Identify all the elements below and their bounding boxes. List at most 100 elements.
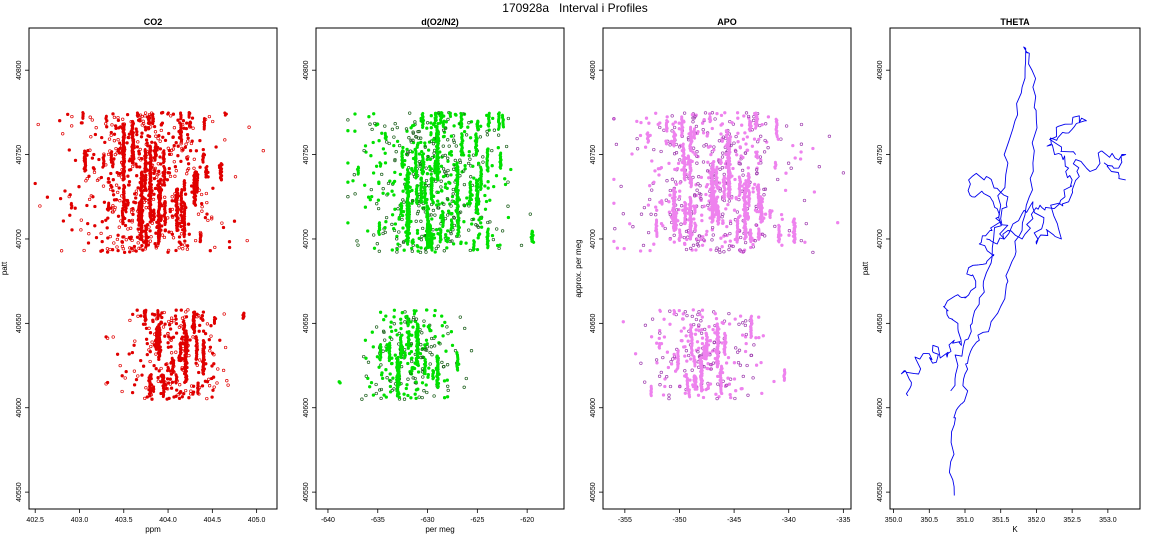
data-point bbox=[222, 312, 226, 316]
data-point bbox=[720, 139, 724, 143]
data-point bbox=[463, 167, 467, 171]
data-point bbox=[664, 142, 669, 146]
data-point bbox=[92, 170, 97, 175]
data-point bbox=[207, 114, 212, 119]
data-point bbox=[723, 233, 727, 237]
data-point bbox=[153, 186, 158, 191]
data-point bbox=[400, 311, 404, 315]
data-point bbox=[107, 180, 111, 184]
x-tick-label: -345 bbox=[727, 517, 741, 524]
data-point bbox=[664, 198, 668, 202]
data-point bbox=[127, 168, 132, 172]
data-point bbox=[162, 235, 167, 240]
data-point bbox=[210, 215, 214, 219]
data-point bbox=[500, 229, 505, 233]
data-point bbox=[395, 247, 399, 252]
data-point bbox=[363, 144, 368, 148]
data-point bbox=[167, 396, 171, 401]
data-point bbox=[799, 238, 803, 243]
data-point bbox=[774, 117, 778, 121]
data-point bbox=[452, 124, 456, 128]
data-point bbox=[174, 331, 179, 335]
data-point bbox=[198, 323, 202, 328]
data-point bbox=[451, 242, 456, 246]
data-point bbox=[153, 130, 158, 134]
data-point bbox=[694, 204, 698, 208]
data-point bbox=[346, 221, 350, 225]
data-point bbox=[362, 354, 366, 359]
data-point bbox=[99, 175, 104, 180]
data-point bbox=[725, 224, 729, 229]
data-point bbox=[159, 380, 163, 384]
data-point bbox=[395, 250, 399, 254]
data-point bbox=[170, 214, 174, 218]
data-point bbox=[670, 177, 675, 181]
data-point bbox=[405, 383, 409, 387]
data-point bbox=[468, 157, 472, 161]
data-point bbox=[779, 137, 783, 141]
data-point bbox=[449, 204, 453, 208]
data-point bbox=[402, 200, 406, 204]
data-point bbox=[391, 181, 395, 185]
data-point bbox=[708, 112, 712, 116]
data-point bbox=[446, 384, 450, 388]
data-point bbox=[186, 155, 190, 159]
data-point bbox=[392, 322, 396, 326]
data-point bbox=[720, 155, 725, 159]
data-point bbox=[722, 172, 726, 177]
data-point bbox=[411, 130, 415, 134]
data-point bbox=[430, 155, 434, 160]
data-point bbox=[631, 225, 635, 229]
data-point bbox=[100, 220, 104, 224]
data-point bbox=[721, 212, 725, 216]
data-point bbox=[417, 204, 421, 208]
data-point bbox=[157, 369, 161, 373]
data-point bbox=[371, 171, 376, 175]
data-point bbox=[170, 207, 174, 212]
data-point bbox=[170, 380, 175, 384]
data-point bbox=[135, 130, 139, 134]
y-tick-label: 40650 bbox=[590, 314, 597, 334]
data-point bbox=[115, 352, 120, 356]
data-point bbox=[413, 392, 417, 396]
data-point bbox=[399, 321, 403, 325]
data-point bbox=[144, 173, 148, 177]
data-point bbox=[385, 343, 389, 347]
data-point bbox=[215, 381, 219, 385]
data-point bbox=[472, 239, 476, 243]
data-point bbox=[366, 195, 371, 199]
data-point bbox=[405, 147, 409, 152]
data-point bbox=[460, 132, 464, 136]
data-point bbox=[827, 134, 832, 138]
data-point bbox=[197, 370, 201, 375]
data-point bbox=[159, 122, 164, 127]
data-point bbox=[126, 227, 130, 231]
data-point bbox=[434, 228, 439, 232]
data-point bbox=[643, 145, 648, 149]
data-point bbox=[127, 219, 131, 223]
data-point bbox=[185, 133, 190, 137]
data-point bbox=[185, 244, 190, 248]
data-point bbox=[384, 368, 388, 372]
data-point bbox=[665, 179, 669, 183]
data-point bbox=[787, 229, 792, 233]
data-point bbox=[152, 385, 156, 389]
data-point bbox=[90, 118, 94, 122]
data-point bbox=[136, 374, 140, 378]
data-point bbox=[704, 232, 708, 237]
data-point bbox=[169, 351, 174, 355]
data-point bbox=[388, 384, 393, 389]
data-point bbox=[727, 244, 732, 248]
data-point bbox=[443, 320, 447, 325]
data-point bbox=[121, 117, 125, 121]
data-point bbox=[109, 130, 113, 135]
data-point bbox=[425, 204, 429, 208]
data-point bbox=[353, 112, 357, 116]
data-point bbox=[486, 227, 490, 231]
data-point bbox=[121, 206, 125, 210]
data-point bbox=[696, 130, 700, 134]
data-point bbox=[220, 221, 224, 225]
data-point bbox=[752, 115, 756, 119]
data-point bbox=[151, 112, 155, 116]
data-point bbox=[148, 229, 152, 233]
